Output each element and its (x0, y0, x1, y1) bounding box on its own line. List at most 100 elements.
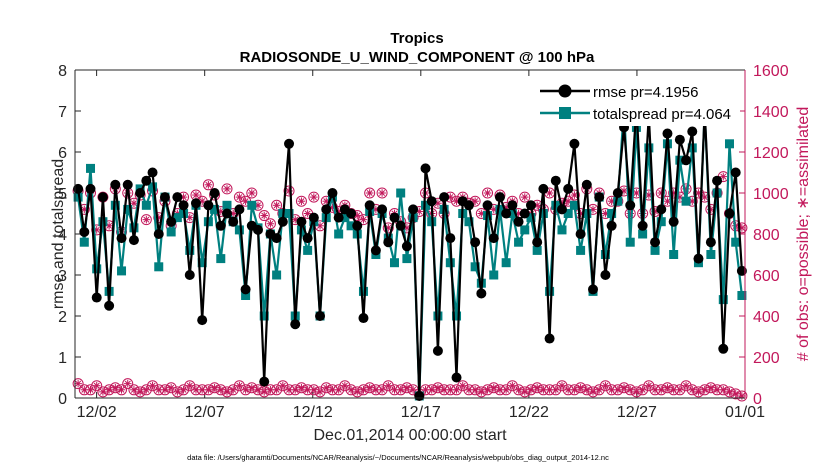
obs-assimilated-point-star-d2 (534, 384, 541, 391)
obs-possible-point-circle (258, 210, 270, 222)
obs-assimilated-point-circle (103, 384, 115, 396)
right-tick-label: 1600 (753, 63, 789, 80)
rmse-point (395, 220, 406, 231)
rmse-point (637, 220, 648, 231)
obs-possible-point-circle (308, 191, 320, 203)
obs-assimilated-point-circle (72, 378, 84, 390)
obs-assimilated-point-star-d2 (130, 386, 137, 393)
totalspread-point (489, 270, 499, 280)
rmse-point (650, 237, 661, 248)
totalspread-point (731, 237, 741, 247)
obs-assimilated-point-circle (568, 384, 580, 396)
rmse-point (718, 343, 729, 354)
rmse-point (153, 229, 164, 239)
obs-possible-point-circle (736, 222, 748, 234)
obs-assimilated-point-circle (134, 386, 146, 398)
rmse-point (606, 220, 617, 231)
obs-assimilated-point-star-d2 (397, 386, 404, 393)
rmse-point (414, 390, 425, 401)
rmse-point (563, 183, 574, 194)
rmse-point (253, 224, 264, 235)
obs-assimilated-point-circle (277, 380, 289, 392)
x-tick-label: 12/17 (401, 404, 441, 421)
obs-assimilated-point-circle (122, 378, 134, 390)
totalspread-point (613, 196, 623, 206)
rmse-point (662, 128, 673, 139)
rmse-point (166, 216, 177, 227)
totalspread-point (73, 192, 83, 202)
obs-assimilated-point-star-d2 (614, 386, 621, 393)
rmse-point (73, 183, 84, 194)
obs-assimilated-point-circle (215, 384, 227, 396)
obs-possible-point-star-d2 (248, 189, 255, 197)
totalspread-point (625, 237, 635, 247)
rmse-point (259, 376, 270, 387)
obs-assimilated-point-star-d2 (527, 386, 534, 393)
obs-assimilated-point-circle (202, 384, 214, 396)
legend-spread-label: totalspread pr=4.064 (593, 106, 731, 123)
obs-assimilated-point-circle (705, 382, 717, 394)
totalspread-point (600, 250, 610, 259)
obs-possible-point-circle (382, 222, 394, 234)
rmse-point (147, 167, 158, 178)
obs-possible-point-star-d2 (434, 200, 441, 207)
rmse-point (290, 319, 301, 330)
obs-assimilated-point-star-d2 (515, 386, 522, 393)
obs-assimilated-point-circle (637, 384, 649, 396)
rmse-point (600, 270, 611, 280)
obs-assimilated-point-circle (233, 380, 245, 392)
rmse-point (513, 216, 524, 227)
obs-assimilated-point-star-d2 (732, 390, 739, 397)
obs-possible-point-circle (376, 187, 388, 199)
rmse-point (240, 284, 251, 295)
obs-assimilated-point-circle (345, 384, 357, 396)
rmse-point (377, 204, 388, 215)
obs-assimilated-point-star-d2 (168, 384, 175, 391)
obs-assimilated-point-star-d2 (242, 386, 249, 393)
rmse-point (85, 183, 96, 194)
obs-assimilated-point-circle (618, 382, 630, 394)
obs-assimilated-point-circle (475, 386, 487, 398)
rmse-point (383, 237, 394, 248)
obs-possible-point-star-d2 (236, 194, 243, 201)
obs-assimilated-point-circle (686, 384, 698, 396)
left-tick-label: 0 (58, 391, 67, 408)
totalspread-point (706, 250, 716, 259)
obs-assimilated-point-circle (469, 384, 481, 396)
rmse-point (221, 208, 232, 219)
rmse-point (550, 175, 561, 186)
legend-spread-marker (559, 107, 571, 119)
obs-assimilated-point-star-d2 (186, 382, 193, 389)
rmse-point (104, 300, 115, 311)
rmse-line (77, 105, 743, 397)
totalspread-point (452, 311, 462, 321)
obs-possible-point-star-d2 (379, 189, 386, 197)
obs-assimilated-point-star-d2 (577, 384, 584, 391)
rmse-point (445, 233, 456, 244)
obs-assimilated-point-circle (91, 380, 103, 392)
right-axis-ticks: 0 200 400 600 800 1000 1200 1400 1600 (739, 63, 789, 408)
rmse-point (581, 179, 592, 190)
obs-assimilated-point-circle (519, 386, 531, 398)
obs-assimilated-point-circle (575, 382, 587, 394)
totalspread-point (501, 258, 511, 268)
obs-possible-point-star-d2 (571, 192, 578, 199)
obs-assimilated-point-star-d2 (236, 382, 243, 389)
totalspread-point (79, 237, 89, 247)
obs-assimilated-point-circle (736, 390, 748, 402)
rmse-point (215, 220, 226, 231)
obs-assimilated-point-circle (500, 384, 512, 396)
obs-assimilated-point-circle (364, 382, 376, 394)
obs-assimilated-point-circle (599, 380, 611, 392)
obs-assimilated-point-star-d2 (589, 388, 597, 395)
obs-assimilated-point-star-d2 (701, 386, 708, 393)
obs-assimilated-point-circle (320, 382, 332, 394)
obs-assimilated-point-circle (240, 384, 252, 396)
totalspread-point (222, 200, 232, 210)
obs-assimilated-point-star-d2 (472, 386, 479, 393)
totalspread-point (185, 245, 195, 255)
obs-possible-point-circle (246, 187, 258, 199)
obs-possible-point-star-d2 (484, 189, 491, 197)
right-tick-label: 0 (753, 391, 762, 408)
totalspread-point (582, 209, 592, 218)
